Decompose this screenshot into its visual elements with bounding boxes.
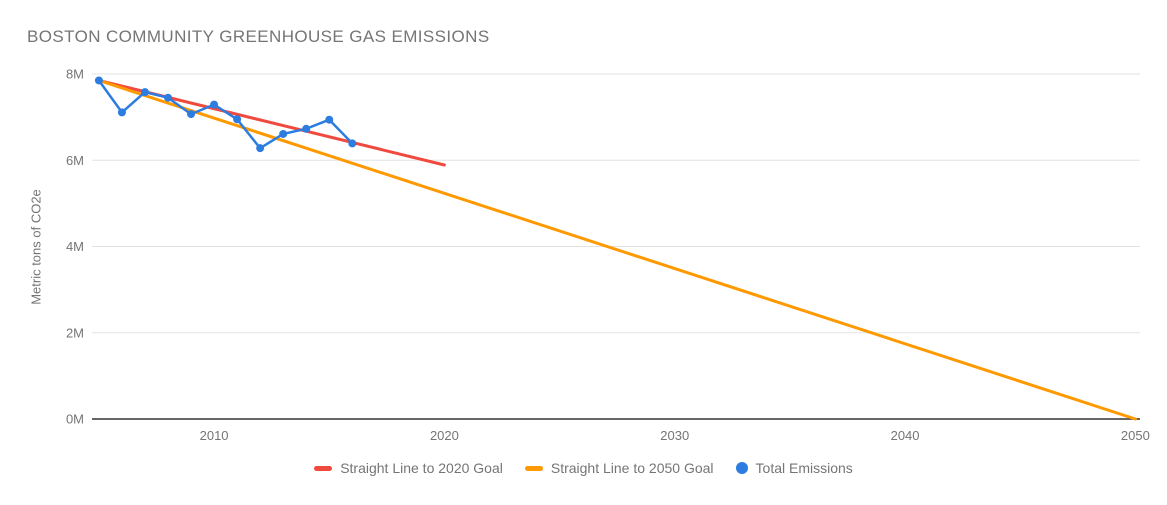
x-tick-label: 2020 bbox=[430, 428, 459, 443]
legend: Straight Line to 2020 Goal Straight Line… bbox=[0, 460, 1167, 476]
data-point[interactable] bbox=[325, 115, 334, 124]
x-tick-label: 2040 bbox=[891, 428, 920, 443]
orange-dash-swatch bbox=[524, 465, 543, 471]
red-dash-swatch bbox=[314, 465, 333, 471]
y-tick-label: 6M bbox=[66, 153, 84, 168]
y-tick-label: 2M bbox=[66, 325, 84, 340]
x-tick-label: 2030 bbox=[660, 428, 689, 443]
series-line-1 bbox=[97, 78, 1137, 421]
data-point[interactable] bbox=[164, 93, 173, 102]
data-point[interactable] bbox=[348, 139, 357, 148]
legend-item-total-emissions[interactable]: Total Emissions bbox=[735, 460, 853, 476]
data-point[interactable] bbox=[302, 124, 311, 133]
series-line-2 bbox=[97, 79, 354, 150]
data-point[interactable] bbox=[256, 144, 265, 153]
legend-item-2050-goal[interactable]: Straight Line to 2050 Goal bbox=[524, 460, 714, 476]
chart-title: BOSTON COMMUNITY GREENHOUSE GAS EMISSION… bbox=[27, 27, 490, 46]
legend-label-2020-goal: Straight Line to 2020 Goal bbox=[340, 460, 503, 476]
legend-label-total-emissions: Total Emissions bbox=[755, 460, 853, 476]
data-point[interactable] bbox=[117, 108, 126, 117]
data-point[interactable] bbox=[279, 129, 288, 138]
y-tick-label: 0M bbox=[66, 412, 84, 427]
legend-item-2020-goal[interactable]: Straight Line to 2020 Goal bbox=[314, 460, 503, 476]
data-point[interactable] bbox=[140, 88, 149, 97]
x-tick-label: 2010 bbox=[200, 428, 229, 443]
blue-circle-swatch bbox=[735, 462, 748, 474]
data-point[interactable] bbox=[210, 100, 219, 109]
data-point[interactable] bbox=[187, 110, 196, 119]
data-point[interactable] bbox=[94, 76, 103, 85]
x-tick-label: 2050 bbox=[1121, 428, 1150, 443]
y-tick-label: 8M bbox=[66, 67, 84, 82]
data-point[interactable] bbox=[233, 115, 242, 124]
y-tick-label: 4M bbox=[66, 239, 84, 254]
legend-label-2050-goal: Straight Line to 2050 Goal bbox=[550, 460, 714, 476]
